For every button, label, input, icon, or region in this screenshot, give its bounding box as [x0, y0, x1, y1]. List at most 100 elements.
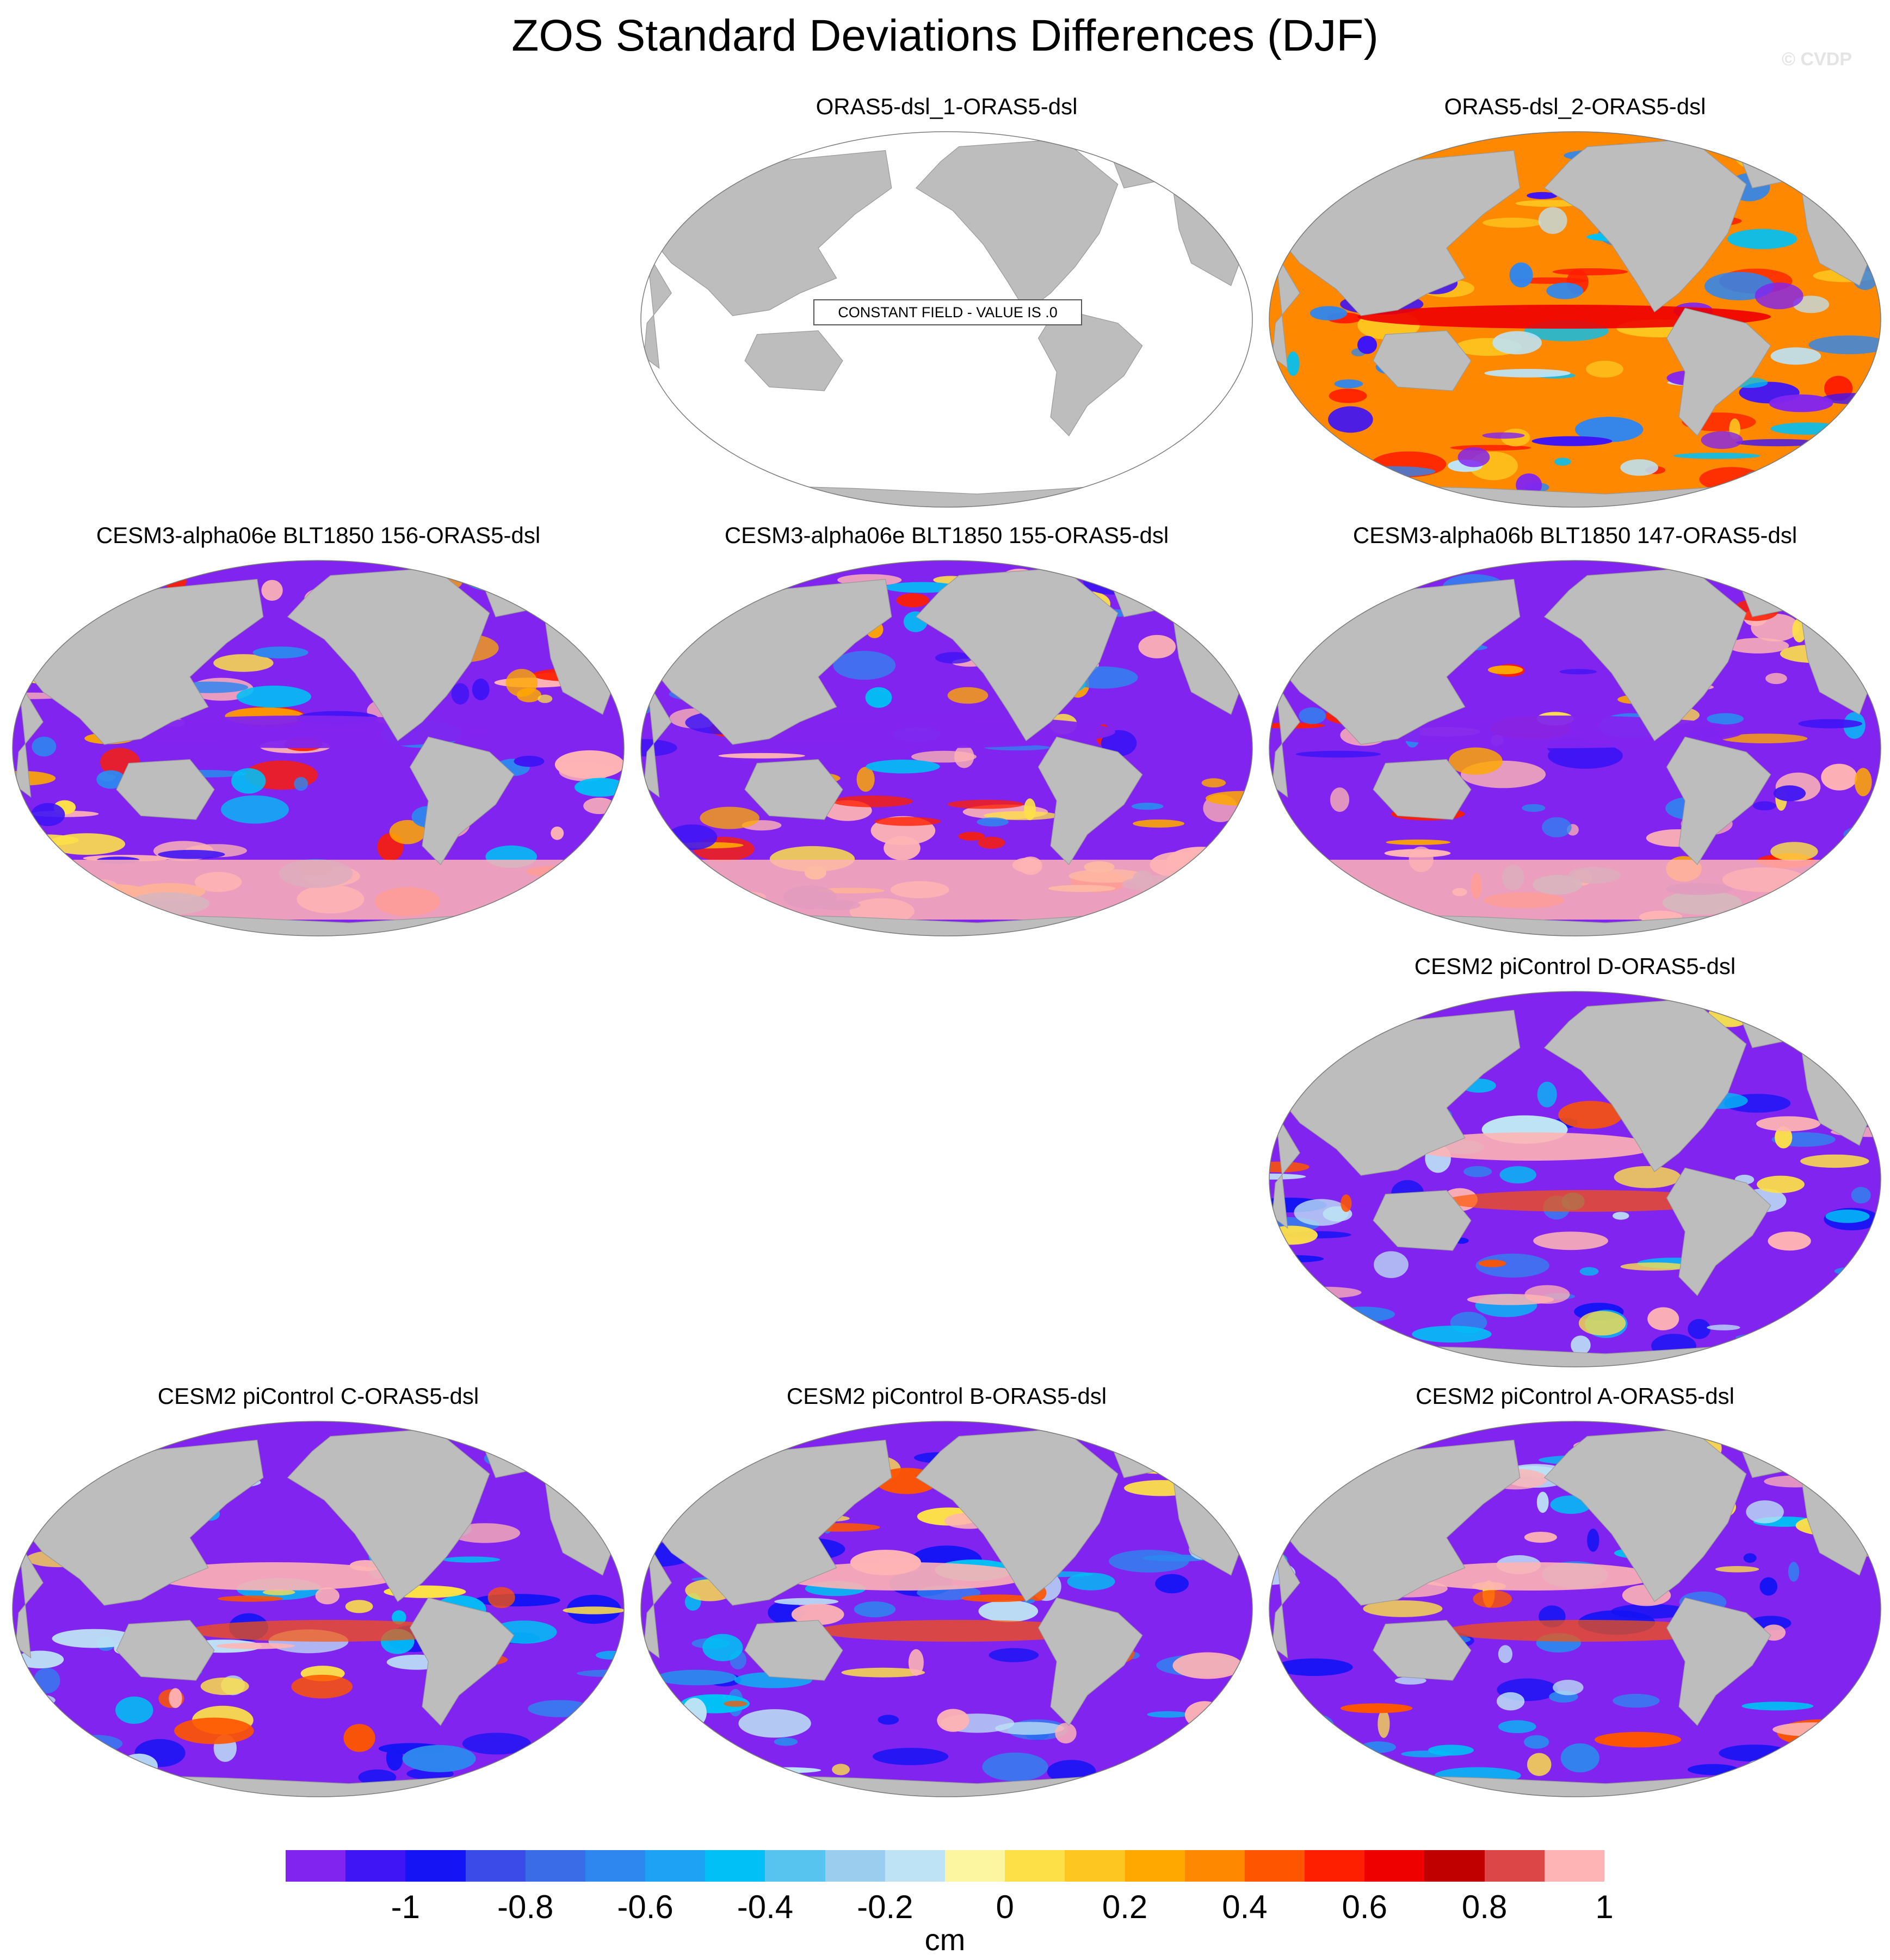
map-panel: CESM3-alpha06b BLT1850 147-ORAS5-dsl	[1262, 521, 1888, 946]
africa-landmass	[1271, 1541, 1300, 1659]
anomaly-patch	[1749, 1757, 1824, 1771]
anomaly-patch	[977, 817, 1009, 827]
tropical-band	[778, 1562, 1028, 1591]
anomaly-patch	[1765, 673, 1787, 685]
anomaly-patch	[261, 580, 283, 601]
anomaly-patch	[1844, 438, 1881, 449]
equatorial-band	[1357, 305, 1771, 329]
panel-title: CESM3-alpha06b BLT1850 147-ORAS5-dsl	[1352, 522, 1798, 548]
anomaly-patch	[1473, 1590, 1512, 1608]
anomaly-patch	[1310, 1757, 1388, 1774]
anomaly-patch	[1647, 1307, 1679, 1330]
anomaly-patch	[1811, 166, 1842, 189]
anomaly-patch	[1727, 229, 1798, 249]
anomaly-patch	[1287, 352, 1300, 376]
africa-landmass	[15, 680, 44, 798]
panel-title: CESM2 piControl B-ORAS5-dsl	[786, 1383, 1107, 1409]
anomaly-patch	[1527, 1753, 1552, 1776]
anomaly-patch	[1299, 707, 1326, 724]
anomaly-patch	[1524, 1735, 1549, 1749]
anomaly-patch	[1198, 1730, 1225, 1744]
anomaly-patch	[1288, 1286, 1362, 1298]
anomaly-patch	[1559, 669, 1597, 675]
anomaly-patch	[389, 820, 426, 845]
colorbar-segment	[1184, 1850, 1245, 1882]
anomaly-patch	[52, 1629, 136, 1648]
anomaly-patch	[727, 1764, 767, 1787]
southern-band	[641, 860, 1252, 920]
world-map	[12, 560, 625, 936]
anomaly-patch	[392, 1610, 406, 1625]
anomaly-patch	[1613, 1693, 1660, 1708]
anomaly-patch	[641, 863, 662, 886]
anomaly-patch	[1801, 1322, 1840, 1332]
anomaly-patch	[1756, 1116, 1821, 1131]
anomaly-patch	[465, 569, 526, 592]
anomaly-patch	[1829, 615, 1875, 644]
anomaly-patch	[1498, 1645, 1512, 1663]
map-outline	[640, 131, 1253, 508]
anomaly-patch	[1757, 1175, 1805, 1193]
north-america-landmass	[1543, 139, 1747, 313]
anomaly-patch	[512, 899, 553, 911]
anomaly-patch	[1866, 1106, 1881, 1123]
anomaly-patch	[1302, 1714, 1335, 1741]
anomaly-patch	[908, 1649, 924, 1676]
anomaly-patch	[1363, 1600, 1443, 1617]
panel-title: CESM3-alpha06e BLT1850 155-ORAS5-dsl	[724, 522, 1169, 548]
tropical-band	[150, 1562, 400, 1591]
tropical-band	[1444, 1620, 1727, 1642]
anomaly-patch	[13, 821, 36, 833]
colorbar-tick-label: 0.6	[1342, 1889, 1387, 1925]
panel-title: CESM2 piControl D-ORAS5-dsl	[1414, 953, 1736, 979]
anomaly-patch	[1475, 1253, 1549, 1278]
anomaly-patch	[1483, 218, 1542, 228]
anomaly-patch	[1821, 763, 1857, 791]
anomaly-patch	[1067, 1573, 1115, 1591]
colorbar-tick-label: -0.8	[497, 1889, 554, 1925]
anomaly-patch	[1843, 886, 1861, 910]
anomaly-patch	[1735, 143, 1775, 169]
anomaly-patch	[1854, 417, 1881, 445]
anomaly-patch	[1330, 787, 1350, 812]
anomaly-patch	[774, 1598, 839, 1605]
anomaly-patch	[1578, 1311, 1626, 1336]
anomaly-patch	[791, 1604, 844, 1625]
anomaly-patch	[878, 1715, 899, 1725]
south-america-landmass	[1037, 307, 1143, 436]
anomaly-patch	[554, 750, 624, 779]
anomaly-patch	[1334, 379, 1363, 389]
africa-landmass	[643, 680, 672, 798]
colorbar-segment	[465, 1850, 526, 1882]
anomaly-patch	[666, 824, 718, 850]
anomaly-patch	[1478, 1260, 1506, 1267]
anomaly-patch	[472, 679, 490, 700]
anomaly-patch	[832, 796, 913, 808]
anomaly-patch	[1788, 1562, 1800, 1582]
colorbar-tick-label: 0.2	[1102, 1889, 1148, 1925]
south-america-landmass	[1666, 736, 1771, 865]
south-america-landmass	[1037, 736, 1143, 865]
anomaly-patch	[1772, 1722, 1853, 1737]
anomaly-patch	[730, 908, 783, 917]
anomaly-patch	[13, 834, 79, 846]
anomaly-patch	[641, 1478, 651, 1497]
anomaly-patch	[841, 1667, 925, 1678]
world-map	[640, 131, 1253, 508]
anomaly-patch	[1775, 1126, 1793, 1149]
colorbar-units: cm	[924, 1922, 966, 1957]
anomaly-patch	[1311, 162, 1339, 176]
north-america-landmass	[287, 1428, 490, 1602]
anomaly-patch	[1798, 719, 1863, 729]
anomaly-patch	[1305, 870, 1342, 877]
anomaly-patch	[1688, 1764, 1739, 1776]
anomaly-patch	[583, 797, 615, 815]
anomaly-patch	[1341, 1194, 1352, 1212]
anomaly-patch	[578, 1461, 602, 1485]
anomaly-patch	[236, 686, 311, 708]
anomaly-patch	[854, 1601, 896, 1618]
anomaly-patch	[1829, 601, 1845, 619]
anomaly-patch	[1538, 207, 1567, 234]
anomaly-patch	[989, 1648, 1039, 1662]
anomaly-patch	[641, 701, 652, 714]
